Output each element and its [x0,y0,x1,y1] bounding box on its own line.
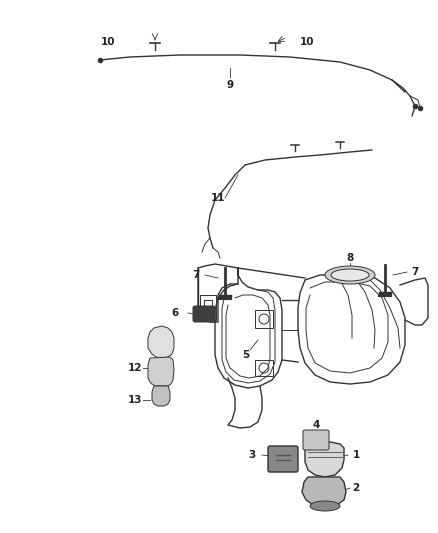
Text: 5: 5 [242,350,250,360]
Text: 11: 11 [211,193,225,203]
Text: 13: 13 [128,395,142,405]
Polygon shape [302,477,346,506]
Text: 4: 4 [312,420,320,430]
Text: 6: 6 [171,308,179,318]
Text: 10: 10 [101,37,115,47]
FancyBboxPatch shape [303,430,329,450]
Text: 2: 2 [353,483,360,493]
Ellipse shape [310,501,340,511]
Polygon shape [305,442,344,477]
Text: 8: 8 [346,253,353,263]
Text: 7: 7 [411,267,419,277]
FancyBboxPatch shape [193,306,215,322]
Text: 10: 10 [300,37,314,47]
Text: 3: 3 [248,450,256,460]
Ellipse shape [331,269,369,281]
Bar [255,360,273,376]
Polygon shape [152,386,170,406]
Polygon shape [148,357,174,386]
Text: 9: 9 [226,80,233,90]
Text: 12: 12 [128,363,142,373]
Text: 7: 7 [192,270,200,280]
Text: 1: 1 [353,450,360,460]
Bar [255,310,273,328]
FancyBboxPatch shape [268,446,298,472]
Polygon shape [148,326,174,358]
Ellipse shape [325,266,375,284]
